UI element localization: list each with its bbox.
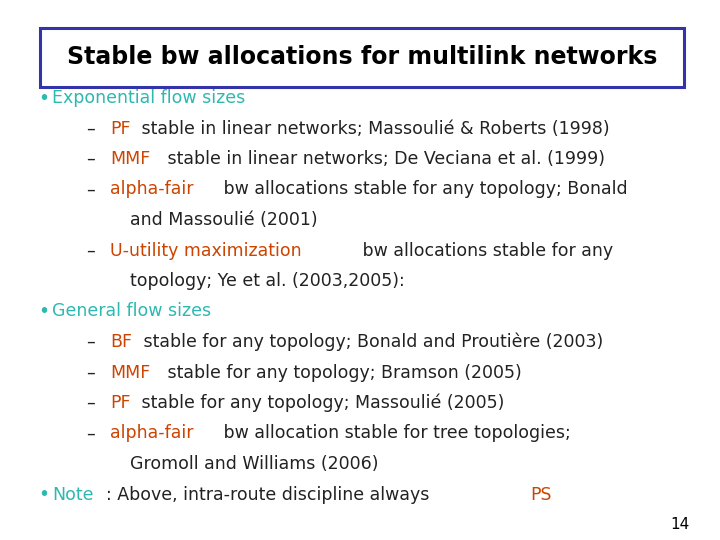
Text: 14: 14 [671,517,690,532]
Text: topology; Ye et al. (2003,2005):: topology; Ye et al. (2003,2005): [130,272,405,290]
Text: BF: BF [110,333,132,351]
Text: –: – [86,333,95,351]
Text: Gromoll and Williams (2006): Gromoll and Williams (2006) [130,455,379,473]
Text: •: • [38,302,49,321]
Text: PS: PS [530,485,552,503]
Text: MMF: MMF [110,150,150,168]
Text: MMF: MMF [110,363,150,381]
Text: alpha-fair: alpha-fair [110,180,194,199]
Text: –: – [86,241,95,260]
Text: General flow sizes: General flow sizes [52,302,211,321]
Text: Exponential flow sizes: Exponential flow sizes [52,89,246,107]
Text: and Massoulié (2001): and Massoulié (2001) [130,211,318,229]
Text: : Above, intra-route discipline always: : Above, intra-route discipline always [106,485,434,503]
FancyBboxPatch shape [40,28,684,87]
Text: PF: PF [110,119,130,138]
Text: bw allocation stable for tree topologies;: bw allocation stable for tree topologies… [217,424,570,442]
Text: stable in linear networks; De Veciana et al. (1999): stable in linear networks; De Veciana et… [162,150,605,168]
Text: –: – [86,150,95,168]
Text: PF: PF [110,394,130,412]
Text: bw allocations stable for any: bw allocations stable for any [357,241,613,260]
Text: –: – [86,363,95,381]
Text: –: – [86,180,95,199]
Text: –: – [86,119,95,138]
Text: U-utility maximization: U-utility maximization [110,241,302,260]
Text: •: • [38,89,49,107]
Text: stable for any topology; Massoulié (2005): stable for any topology; Massoulié (200… [137,394,505,412]
Text: stable for any topology; Bramson (2005): stable for any topology; Bramson (2005) [162,363,522,381]
Text: –: – [86,424,95,442]
Text: •: • [38,485,49,504]
Text: Stable bw allocations for multilink networks: Stable bw allocations for multilink netw… [67,45,657,70]
Text: –: – [86,394,95,412]
Text: stable in linear networks; Massoulié & Roberts (1998): stable in linear networks; Massoulié & … [137,119,610,138]
Text: bw allocations stable for any topology; Bonald: bw allocations stable for any topology; … [217,180,627,199]
Text: Note: Note [52,485,94,503]
Text: stable for any topology; Bonald and Proutière (2003): stable for any topology; Bonald and Prou… [138,333,603,351]
Text: alpha-fair: alpha-fair [110,424,194,442]
